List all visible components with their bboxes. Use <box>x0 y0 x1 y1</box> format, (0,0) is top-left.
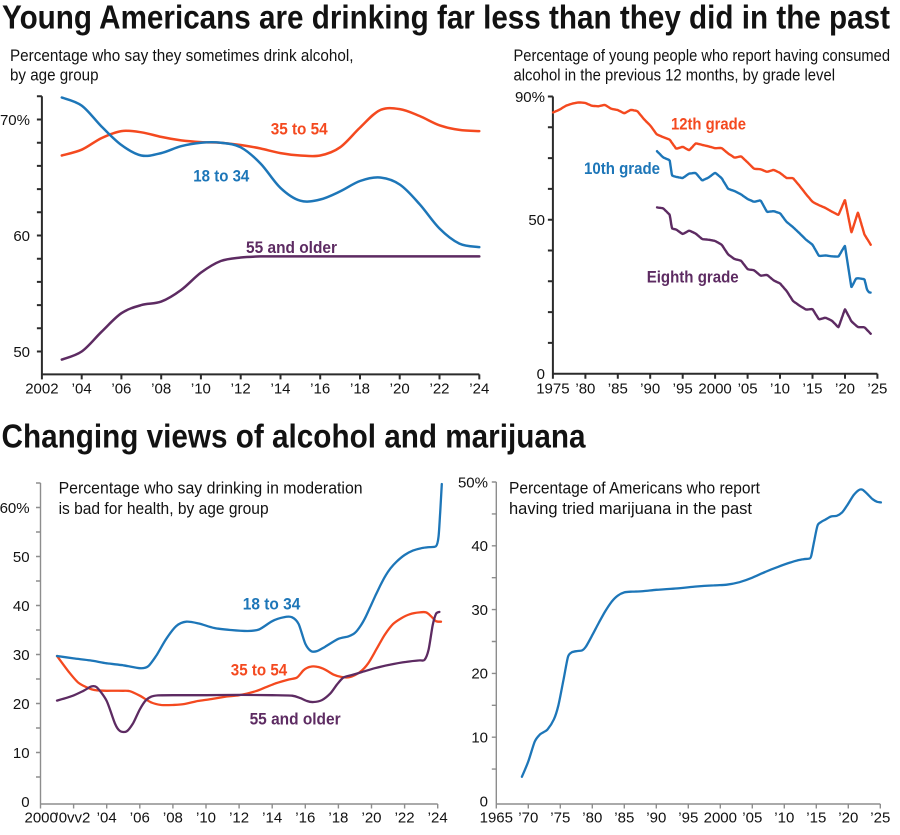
svg-text:’75: ’75 <box>550 810 570 827</box>
svg-text:Percentage who say they someti: Percentage who say they sometimes drink … <box>10 47 354 65</box>
svg-text:60%: 60% <box>0 500 30 517</box>
svg-text:by age group: by age group <box>10 67 99 85</box>
svg-text:50: 50 <box>13 549 30 566</box>
svg-text:12th grade: 12th grade <box>671 114 746 133</box>
svg-text:’95: ’95 <box>673 381 693 398</box>
svg-text:55 and older: 55 and older <box>250 709 341 728</box>
svg-text:2002: 2002 <box>25 381 58 398</box>
svg-text:’85: ’85 <box>614 810 634 827</box>
svg-text:Percentage who say drinking in: Percentage who say drinking in moderatio… <box>59 480 363 498</box>
svg-text:’12: ’12 <box>231 381 251 398</box>
svg-text:30: 30 <box>13 647 30 664</box>
svg-text:’24: ’24 <box>428 810 448 827</box>
svg-text:’04: ’04 <box>72 381 92 398</box>
svg-text:’06: ’06 <box>111 381 131 398</box>
svg-text:’10: ’10 <box>196 810 216 827</box>
svg-text:’06: ’06 <box>130 810 150 827</box>
svg-text:’18: ’18 <box>328 810 348 827</box>
svg-text:having tried marijuana in the: having tried marijuana in the past <box>509 500 752 518</box>
svg-text:Changing views of alcohol and: Changing views of alcohol and marijuana <box>2 418 587 455</box>
svg-text:Young Americans are drinking f: Young Americans are drinking far less th… <box>2 0 890 36</box>
svg-text:18 to 34: 18 to 34 <box>193 167 249 186</box>
svg-text:50: 50 <box>528 212 545 229</box>
svg-text:’90: ’90 <box>640 381 660 398</box>
svg-text:’20: ’20 <box>390 381 410 398</box>
svg-text:Eighth grade: Eighth grade <box>647 267 739 286</box>
svg-text:’04: ’04 <box>97 810 117 827</box>
svg-text:0: 0 <box>480 793 488 810</box>
svg-text:0: 0 <box>21 794 29 811</box>
svg-text:Percentage of young people who: Percentage of young people who report ha… <box>514 47 891 65</box>
svg-text:40: 40 <box>471 538 488 555</box>
svg-text:’20: ’20 <box>838 810 858 827</box>
svg-text:60: 60 <box>13 228 30 245</box>
svg-text:35 to 54: 35 to 54 <box>271 120 328 139</box>
svg-text:’24: ’24 <box>469 381 489 398</box>
svg-text:’70: ’70 <box>518 810 538 827</box>
svg-text:’14: ’14 <box>262 810 282 827</box>
svg-text:18 to 34: 18 to 34 <box>243 595 301 614</box>
svg-text:55 and older: 55 and older <box>246 238 337 257</box>
svg-text:40: 40 <box>13 598 30 615</box>
svg-text:’22: ’22 <box>395 810 415 827</box>
svg-text:’16: ’16 <box>295 810 315 827</box>
svg-text:’0vv2: ’0vv2 <box>55 810 90 827</box>
svg-text:’95: ’95 <box>678 810 698 827</box>
svg-text:’22: ’22 <box>429 381 449 398</box>
svg-text:0: 0 <box>537 366 545 383</box>
svg-text:2000: 2000 <box>704 810 737 827</box>
svg-text:50: 50 <box>13 344 30 361</box>
svg-text:’16: ’16 <box>310 381 330 398</box>
svg-text:’08: ’08 <box>151 381 171 398</box>
svg-text:’18: ’18 <box>350 381 370 398</box>
svg-text:30: 30 <box>471 602 488 619</box>
svg-text:’25: ’25 <box>870 810 890 827</box>
svg-text:Percentage of Americans who re: Percentage of Americans who report <box>509 480 760 498</box>
svg-text:’14: ’14 <box>270 381 290 398</box>
svg-text:’20: ’20 <box>361 810 381 827</box>
svg-text:’05: ’05 <box>742 810 762 827</box>
svg-text:10: 10 <box>471 730 488 747</box>
svg-text:’10: ’10 <box>770 381 790 398</box>
svg-text:90%: 90% <box>515 89 545 106</box>
svg-text:10: 10 <box>13 745 30 762</box>
svg-text:alcohol in the previous 12 mon: alcohol in the previous 12 months, by gr… <box>514 67 836 85</box>
svg-text:’85: ’85 <box>608 381 628 398</box>
svg-text:10th grade: 10th grade <box>584 159 660 178</box>
svg-text:’15: ’15 <box>802 381 822 398</box>
svg-text:’80: ’80 <box>582 810 602 827</box>
svg-text:’90: ’90 <box>646 810 666 827</box>
svg-text:’12: ’12 <box>229 810 249 827</box>
svg-text:2000: 2000 <box>698 381 731 398</box>
svg-text:2000: 2000 <box>25 810 58 827</box>
svg-text:’08: ’08 <box>163 810 183 827</box>
svg-text:’10: ’10 <box>774 810 794 827</box>
svg-text:’25: ’25 <box>867 381 887 398</box>
svg-text:50%: 50% <box>458 474 488 491</box>
svg-text:is bad for health, by age grou: is bad for health, by age group <box>59 500 269 518</box>
svg-text:’15: ’15 <box>806 810 826 827</box>
svg-text:1965: 1965 <box>480 810 513 827</box>
svg-text:1975: 1975 <box>536 381 569 398</box>
svg-text:35 to 54: 35 to 54 <box>231 660 288 679</box>
svg-text:’05: ’05 <box>738 381 758 398</box>
svg-text:’80: ’80 <box>575 381 595 398</box>
svg-text:20: 20 <box>13 696 30 713</box>
svg-text:’10: ’10 <box>191 381 211 398</box>
svg-text:’20: ’20 <box>835 381 855 398</box>
svg-text:20: 20 <box>471 666 488 683</box>
svg-text:70%: 70% <box>0 112 30 129</box>
